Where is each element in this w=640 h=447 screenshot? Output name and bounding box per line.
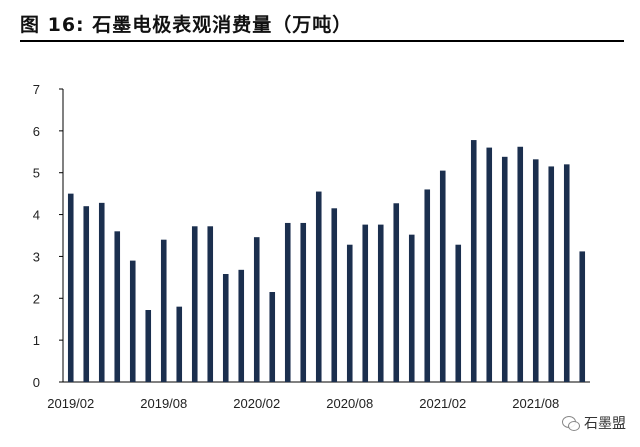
y-tick-label: 4	[33, 208, 40, 223]
bar	[331, 208, 338, 382]
bar	[455, 244, 462, 382]
bar	[362, 224, 369, 382]
bar	[315, 191, 322, 382]
bar	[579, 251, 586, 382]
bar	[424, 189, 431, 382]
bar	[145, 310, 152, 382]
bar	[191, 226, 198, 382]
bar	[300, 222, 307, 382]
watermark: 石墨盟	[562, 413, 626, 433]
x-tick-label: 2019/02	[47, 396, 94, 411]
bar	[393, 203, 400, 382]
bar	[238, 269, 245, 382]
bar	[67, 193, 74, 382]
figure-title-bar: 图 16: 石墨电极表观消费量（万吨）	[20, 6, 624, 42]
bar	[83, 206, 90, 382]
x-tick-label: 2021/02	[419, 396, 466, 411]
bar	[377, 224, 384, 382]
bar	[346, 244, 353, 382]
y-tick-label: 6	[33, 124, 40, 139]
bar	[408, 234, 415, 382]
bar	[439, 170, 446, 382]
y-tick-label: 3	[33, 249, 40, 264]
x-tick-label: 2021/08	[512, 396, 559, 411]
x-tick-label: 2020/02	[233, 396, 280, 411]
bar	[222, 274, 229, 382]
bar	[517, 146, 524, 382]
bar	[501, 156, 508, 382]
y-tick-label: 1	[33, 333, 40, 348]
bar	[563, 164, 570, 382]
bar	[284, 222, 291, 382]
bar	[129, 260, 136, 382]
bar	[470, 140, 477, 382]
y-tick-label: 0	[33, 375, 40, 390]
bar	[253, 237, 260, 382]
y-tick-label: 2	[33, 291, 40, 306]
figure-title: 图 16: 石墨电极表观消费量（万吨）	[20, 13, 353, 36]
wechat-icon	[562, 415, 580, 431]
bar	[207, 226, 214, 382]
y-tick-label: 7	[33, 82, 40, 97]
bar	[160, 239, 167, 382]
bar	[114, 231, 121, 382]
x-tick-label: 2020/08	[326, 396, 373, 411]
bar	[269, 292, 276, 382]
y-tick-label: 5	[33, 166, 40, 181]
bar	[548, 166, 555, 382]
bar	[486, 147, 493, 382]
bar	[176, 306, 183, 382]
watermark-text: 石墨盟	[584, 416, 626, 432]
bar	[98, 202, 105, 382]
x-tick-label: 2019/08	[140, 396, 187, 411]
bar	[532, 159, 539, 382]
